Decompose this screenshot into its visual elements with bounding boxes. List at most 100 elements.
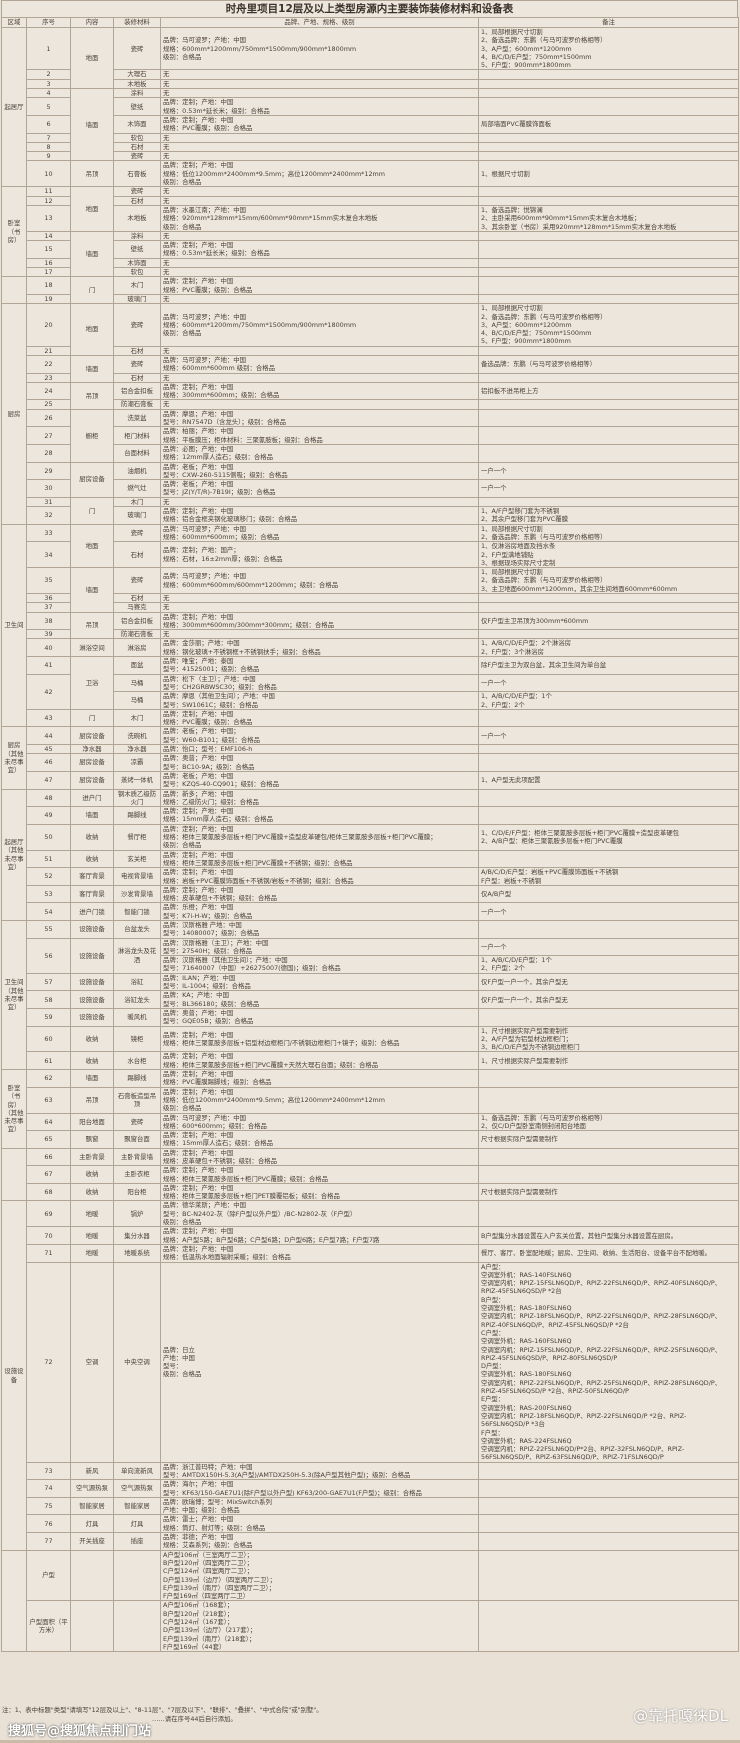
spec-line: 型号：71640007（中国）+26275007(德国)；级别：合格品 bbox=[163, 964, 341, 973]
remark-cell: 一户一个 bbox=[478, 726, 739, 746]
table-row: 品牌：汉斯格雅（其他卫生间）；产地：中国 型号：71640007（中国）+2627… bbox=[2, 955, 739, 974]
footnote-line: 注：1、表中标题"类型"请填写"12层及以上"、"8-11层"、"7层及以下"、… bbox=[2, 1706, 323, 1714]
table-row: 76 灯具 灯具 品牌：雷士；产地：中国 规格：筒灯、射灯等；级别：合格品 bbox=[2, 1514, 739, 1534]
remark-line: 4、B/C/D/E户型：750mm*1500mm bbox=[481, 52, 592, 61]
item-number: 48 bbox=[26, 788, 71, 808]
content-cell: 地面 bbox=[70, 303, 114, 356]
spec-line: 无 bbox=[163, 79, 170, 88]
spec-line: 品牌：乐橙；产地：中国 bbox=[163, 903, 234, 912]
spec-line: 型号：BC10-9A；级别：合格品 bbox=[163, 762, 255, 771]
spec-line: 品牌：摩恩；产地：中国 bbox=[163, 409, 234, 418]
remark-line: RPIZ-45FSLN6QSD/P *2台 bbox=[481, 1287, 562, 1296]
spec-line: 规格：600mm*600mm；级别：合格品 bbox=[163, 532, 280, 541]
material-cell: 电视背景墙 bbox=[113, 867, 161, 886]
spec-line: 规格：600mm*600mm 级别：合格品 bbox=[163, 364, 276, 373]
item-number: 19 bbox=[26, 293, 71, 305]
spec-cell: 品牌：定制；产地：国产； 规格：石材，16±2mm厚；级别：合格品 bbox=[160, 541, 479, 569]
spec-cell: 无 bbox=[160, 345, 479, 357]
table-row: 34 石材 品牌：定制；产地：国产； 规格：石材，16±2mm厚；级别：合格品 1、仅淋… bbox=[2, 541, 739, 569]
spec-line: 规格：600mm*1200mm/750mm*1500mm/900mm*1800m… bbox=[163, 44, 357, 53]
remark-line: C户型： bbox=[481, 1328, 505, 1337]
remark-cell bbox=[478, 1147, 739, 1167]
spec-cell: 品牌：老板；产地：中国 型号：KZQS-40-CQ901；级别：合格品 bbox=[160, 770, 479, 790]
material-cell: 集分水器 bbox=[113, 1226, 161, 1245]
spec-line: 规格：300mm*600mm/300mm*300mm；级别：合格品 bbox=[163, 620, 335, 629]
material-cell: 壁纸 bbox=[113, 97, 161, 116]
table-row: 37 马赛克无 bbox=[2, 602, 739, 613]
material-cell: 瓷砖 bbox=[113, 567, 161, 594]
table-row: 6 木饰面 品牌：定制；产地：中国 规格：PVC覆膜；级别：合格品 局部墙面PVC覆膜饰… bbox=[2, 114, 739, 134]
spec-cell: 品牌：雷士；产地：中国 规格：筒灯、射灯等；级别：合格品 bbox=[160, 1514, 479, 1534]
spec-line: 型号：K7i-H-W；级别：合格品 bbox=[163, 911, 253, 920]
item-number: 25 bbox=[26, 399, 71, 410]
material-cell: 防潮石膏板 bbox=[113, 629, 161, 640]
spec-line: 规格：920mm*128mm*15mm/600mm*90mm*15mm实木复合木… bbox=[163, 214, 378, 223]
spec-line: 型号：W60-B101；级别：合格品 bbox=[163, 735, 261, 744]
spec-cell: 品牌：水墨江南；产地：中国 规格：920mm*128mm*15mm/600mm*9… bbox=[160, 204, 479, 232]
content-cell: 厨房设备 bbox=[70, 461, 114, 498]
material-cell: 浴缸龙头 bbox=[113, 990, 161, 1009]
material-cell: 智能家居 bbox=[113, 1496, 161, 1516]
content-cell: 灯具 bbox=[70, 1514, 114, 1534]
spec-line: 型号：GQE05B；级别：合格品 bbox=[163, 1017, 254, 1026]
summary-lines: A户型106㎡（168套）； B户型120㎡（218套）； C户型124㎡（167套… bbox=[160, 1600, 479, 1653]
remark-cell bbox=[478, 1200, 739, 1228]
spec-line: 规格：15mm厚人造石；级别：合格品 bbox=[163, 1139, 274, 1148]
spec-line: 型号：JZ(Y/T/R)-7B19I；级别：合格品 bbox=[163, 488, 276, 497]
remark-line: 仅F户型主卫吊顶为300mm*600mm bbox=[481, 616, 589, 625]
spec-line: 品牌：定制；产地：国产； bbox=[163, 546, 240, 555]
remark-cell bbox=[478, 592, 739, 604]
remark-line: 1、仅淋浴房地面及挡水条 bbox=[481, 542, 556, 551]
spec-cell: 无 bbox=[160, 257, 479, 269]
remark-cell bbox=[478, 426, 739, 445]
material-cell: 蒸烤一体机 bbox=[113, 770, 161, 790]
spec-line: 品牌：马可波罗；产地：中国 bbox=[163, 524, 247, 533]
spec-line: 规格：低位1200mm*2400mm*9.5mm；高位1200mm*2400mm… bbox=[163, 1095, 385, 1104]
spec-cell: 品牌：定制；产地：中国 规格：PVC覆膜；级别：合格品 bbox=[160, 708, 479, 728]
remark-line: 3、A户型：600mm*1200mm bbox=[481, 44, 572, 53]
remark-cell: 仅F户型一户一个，其余户型无 bbox=[478, 972, 739, 992]
item-number: 6 bbox=[26, 114, 71, 134]
table-row: 9 瓷砖无 bbox=[2, 151, 739, 162]
spec-line: 品牌：马可波罗；产地：中国 bbox=[163, 355, 247, 364]
content-cell: 进户门 bbox=[70, 788, 114, 808]
content-cell: 墙面 bbox=[70, 567, 114, 613]
remark-cell: 1、A/B/C/D/E户型：1个 2、F户型：2个 bbox=[478, 691, 739, 710]
item-number: 16 bbox=[26, 257, 71, 269]
spec-line: 规格：PVC覆膜踢脚线；级别：合格品 bbox=[163, 1078, 272, 1087]
content-cell: 收纳 bbox=[70, 1182, 114, 1202]
content-cell: 阳台地面 bbox=[70, 1112, 114, 1132]
spec-cell: 品牌：定制；产地：中国 规格：低位1200mm*2400mm*9.5mm；高位12… bbox=[160, 1086, 479, 1114]
table-row: 23 石材无 bbox=[2, 372, 739, 383]
spec-cell: 品牌：海尔；产地：中国 型号：KF63/150-GAE7U1(除F户型以外户型) … bbox=[160, 1479, 479, 1498]
remark-cell: 1、备选品牌：东鹏（与马可波罗价格相等） 2、仅C/D户型卧室南侧封闭阳台地面 bbox=[478, 1112, 739, 1132]
summary-line: D户型139㎡（边厅）（217套）； bbox=[163, 1626, 257, 1635]
summary-line: A户型106㎡（168套）； bbox=[163, 1601, 234, 1610]
spec-line: 无 bbox=[163, 400, 170, 409]
remark-cell bbox=[478, 629, 739, 640]
item-number: 31 bbox=[26, 496, 71, 508]
content-cell: 智能家居 bbox=[70, 1496, 114, 1516]
remark-cell bbox=[478, 1479, 739, 1498]
material-cell: 玄关柜 bbox=[113, 849, 161, 869]
remark-line: 56FSLN6QSD/P *3台 bbox=[481, 1420, 545, 1429]
material-cell: 智能门锁 bbox=[113, 902, 161, 921]
remark-line: 2、其余户型移门套为PVC覆膜 bbox=[481, 515, 569, 524]
footnote-line: ……请在序号44后自行添加。 bbox=[152, 1715, 237, 1723]
spec-cell: 品牌：奥普；产地：中国 型号：BC10-9A；级别：合格品 bbox=[160, 753, 479, 772]
remark-line: F户型： bbox=[481, 1428, 504, 1437]
item-number: 3 bbox=[26, 78, 71, 90]
content-cell: 墙面 bbox=[70, 88, 114, 162]
spec-line: 规格：柜体三聚氰胺多层板+柜门PVC覆膜；级别：合格品 bbox=[163, 1174, 329, 1183]
area-cell bbox=[1, 276, 27, 305]
item-number: 42 bbox=[26, 673, 71, 710]
table-row: 43 门木门 品牌：定制；产地：中国 规格：PVC覆膜；级别：合格品 bbox=[2, 708, 739, 728]
remark-line: 仅F户型一户一个，其余户型无 bbox=[481, 977, 568, 986]
remark-cell: 仅F户型一户一个，其余户型无 bbox=[478, 990, 739, 1009]
remark-cell bbox=[478, 1165, 739, 1184]
table-row: 12 石材无 bbox=[2, 195, 739, 206]
item-number: 68 bbox=[26, 1182, 71, 1202]
remark-cell bbox=[478, 151, 739, 162]
table-row: 卫生间（其他未尽事宜） 55 设施设备 台盆龙头 品牌：汉斯格雅 产地：中国 型号：140… bbox=[1, 919, 739, 1071]
remark-line: B户型集分水器设置在入户玄关位置，其他户型集分水器设置在厨房。 bbox=[481, 1231, 678, 1240]
